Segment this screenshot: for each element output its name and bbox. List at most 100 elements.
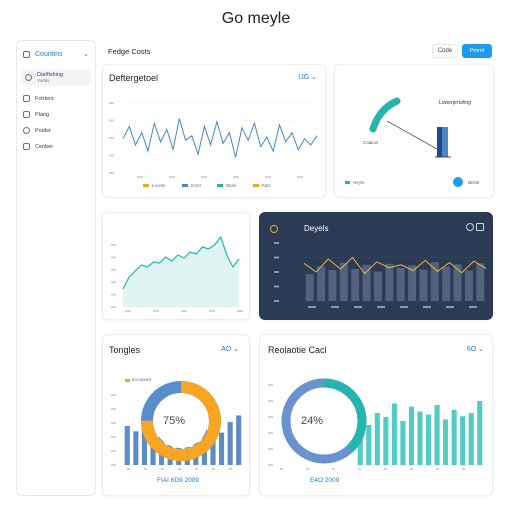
circle-icon [25,74,32,81]
donut-value: 75% [163,415,186,427]
donut-hole [291,388,357,454]
area-fill [123,237,239,307]
x-tick [153,310,159,312]
chevron-down-icon: ⌄ [311,74,317,81]
sidebar-item-label: Plang [35,111,50,118]
x-tick [332,468,335,470]
bar [317,266,326,301]
x-tick [331,306,339,308]
x-tick [178,468,181,470]
card-control-label: IJG [298,74,310,81]
x-tick [137,176,143,178]
x-tick [446,306,454,308]
x-tick [201,176,207,178]
donut-bar-chart [111,381,242,470]
sidebar-item-cenber[interactable]: Cenber [17,143,95,150]
donut-arc [281,378,367,464]
x-tick [423,306,431,308]
y-tick [109,119,114,122]
bar [236,415,242,465]
settings-icon[interactable] [466,223,474,231]
area-chart-card [102,212,250,320]
y-tick [111,268,116,271]
y-tick [274,285,279,288]
sidebar-item-darlfishing[interactable]: Darlfishing Yorbis [21,69,91,86]
gauge-action-label[interactable]: Bnnsl [468,180,479,185]
chevron-down-icon: ⌄ [478,346,484,353]
chevron-down-icon[interactable]: ⌄ [83,51,89,58]
bar [357,437,363,465]
y-tick [109,102,114,104]
card-title: Tongles [109,345,141,355]
x-tick [462,468,465,470]
card-title: Deyels [304,224,329,233]
sidebar-item-label: Darlfishing [37,72,63,78]
x-tick [297,176,303,178]
legend-item: Smbr [181,183,201,188]
bar [373,271,382,301]
primary-button[interactable]: Pmmt [462,44,492,58]
sidebar-item-plang[interactable]: Plang [17,111,95,118]
teal-arc [369,97,401,133]
y-tick [274,300,279,302]
bar [476,263,485,301]
gauge-label: Lowerprrurling [439,100,471,106]
legend-label: Ratn [261,183,272,188]
x-tick [354,306,362,308]
bar [124,426,130,465]
gauge-card: Lowerprrurling Coalcel Neyle Bnnsl [334,64,494,198]
bar [408,406,415,465]
settings-icon [23,143,30,150]
app-title: Go meyle [221,10,291,27]
area-chart [111,226,243,312]
bar [464,270,473,301]
y-tick [274,271,279,273]
sidebar-item-folrters[interactable]: Folrters [17,95,95,102]
x-tick [308,306,316,308]
record-icon [270,225,278,233]
x-tick [410,468,413,470]
y-tick [111,408,116,410]
line-chart [109,102,318,178]
legend-label: Bbnk [226,183,237,188]
sidebar-header[interactable]: Countins ⌄ [17,43,95,65]
card-footer: FIAI 6D9 2009 [157,477,199,484]
bar [430,262,439,301]
y-tick [111,244,116,246]
bar [305,274,314,301]
y-tick [109,137,114,139]
combo-chart [274,242,487,308]
card-footer: E4O 2009 [310,477,340,484]
bar [383,417,389,465]
y-tick [268,448,273,450]
legend-item: Loomk [143,183,166,188]
legend-swatch [125,379,130,382]
bar [443,419,449,465]
expand-icon[interactable] [476,223,484,231]
x-tick [125,310,131,312]
y-tick [111,293,116,296]
clock-icon [23,127,30,134]
y-tick [274,256,279,259]
x-tick [436,468,439,470]
sidebar-item-sublabel: Yorbis [37,78,50,83]
sidebar-item-podlet[interactable]: Podlet [17,127,95,134]
reolaotie-card: Reolaotie Cacl 6O ⌄ 24% E4O 2009 [259,334,493,496]
gauge-bar-highlight [442,127,448,157]
play-icon[interactable] [453,177,463,187]
bar [219,432,225,465]
legend-item: Ratn [252,183,272,188]
code-button[interactable]: Code [432,44,458,58]
bar [374,413,380,465]
area-line [122,235,240,290]
bar [425,414,432,465]
sidebar-item-label: Folrters [35,95,54,102]
y-tick [111,306,116,308]
y-tick [111,422,116,424]
donut-value: 24% [301,415,324,427]
bar [468,413,474,465]
card-control[interactable]: IJG ⌄ [298,73,317,81]
card-control[interactable]: AO ⌄ [221,345,239,353]
card-control[interactable]: 6O ⌄ [467,345,484,353]
x-tick [212,468,215,470]
